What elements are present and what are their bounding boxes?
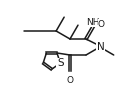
Text: O: O [98, 20, 105, 29]
Text: S: S [57, 58, 64, 68]
Text: O: O [67, 76, 74, 85]
Text: NH₂: NH₂ [86, 18, 103, 27]
Text: N: N [97, 42, 105, 52]
